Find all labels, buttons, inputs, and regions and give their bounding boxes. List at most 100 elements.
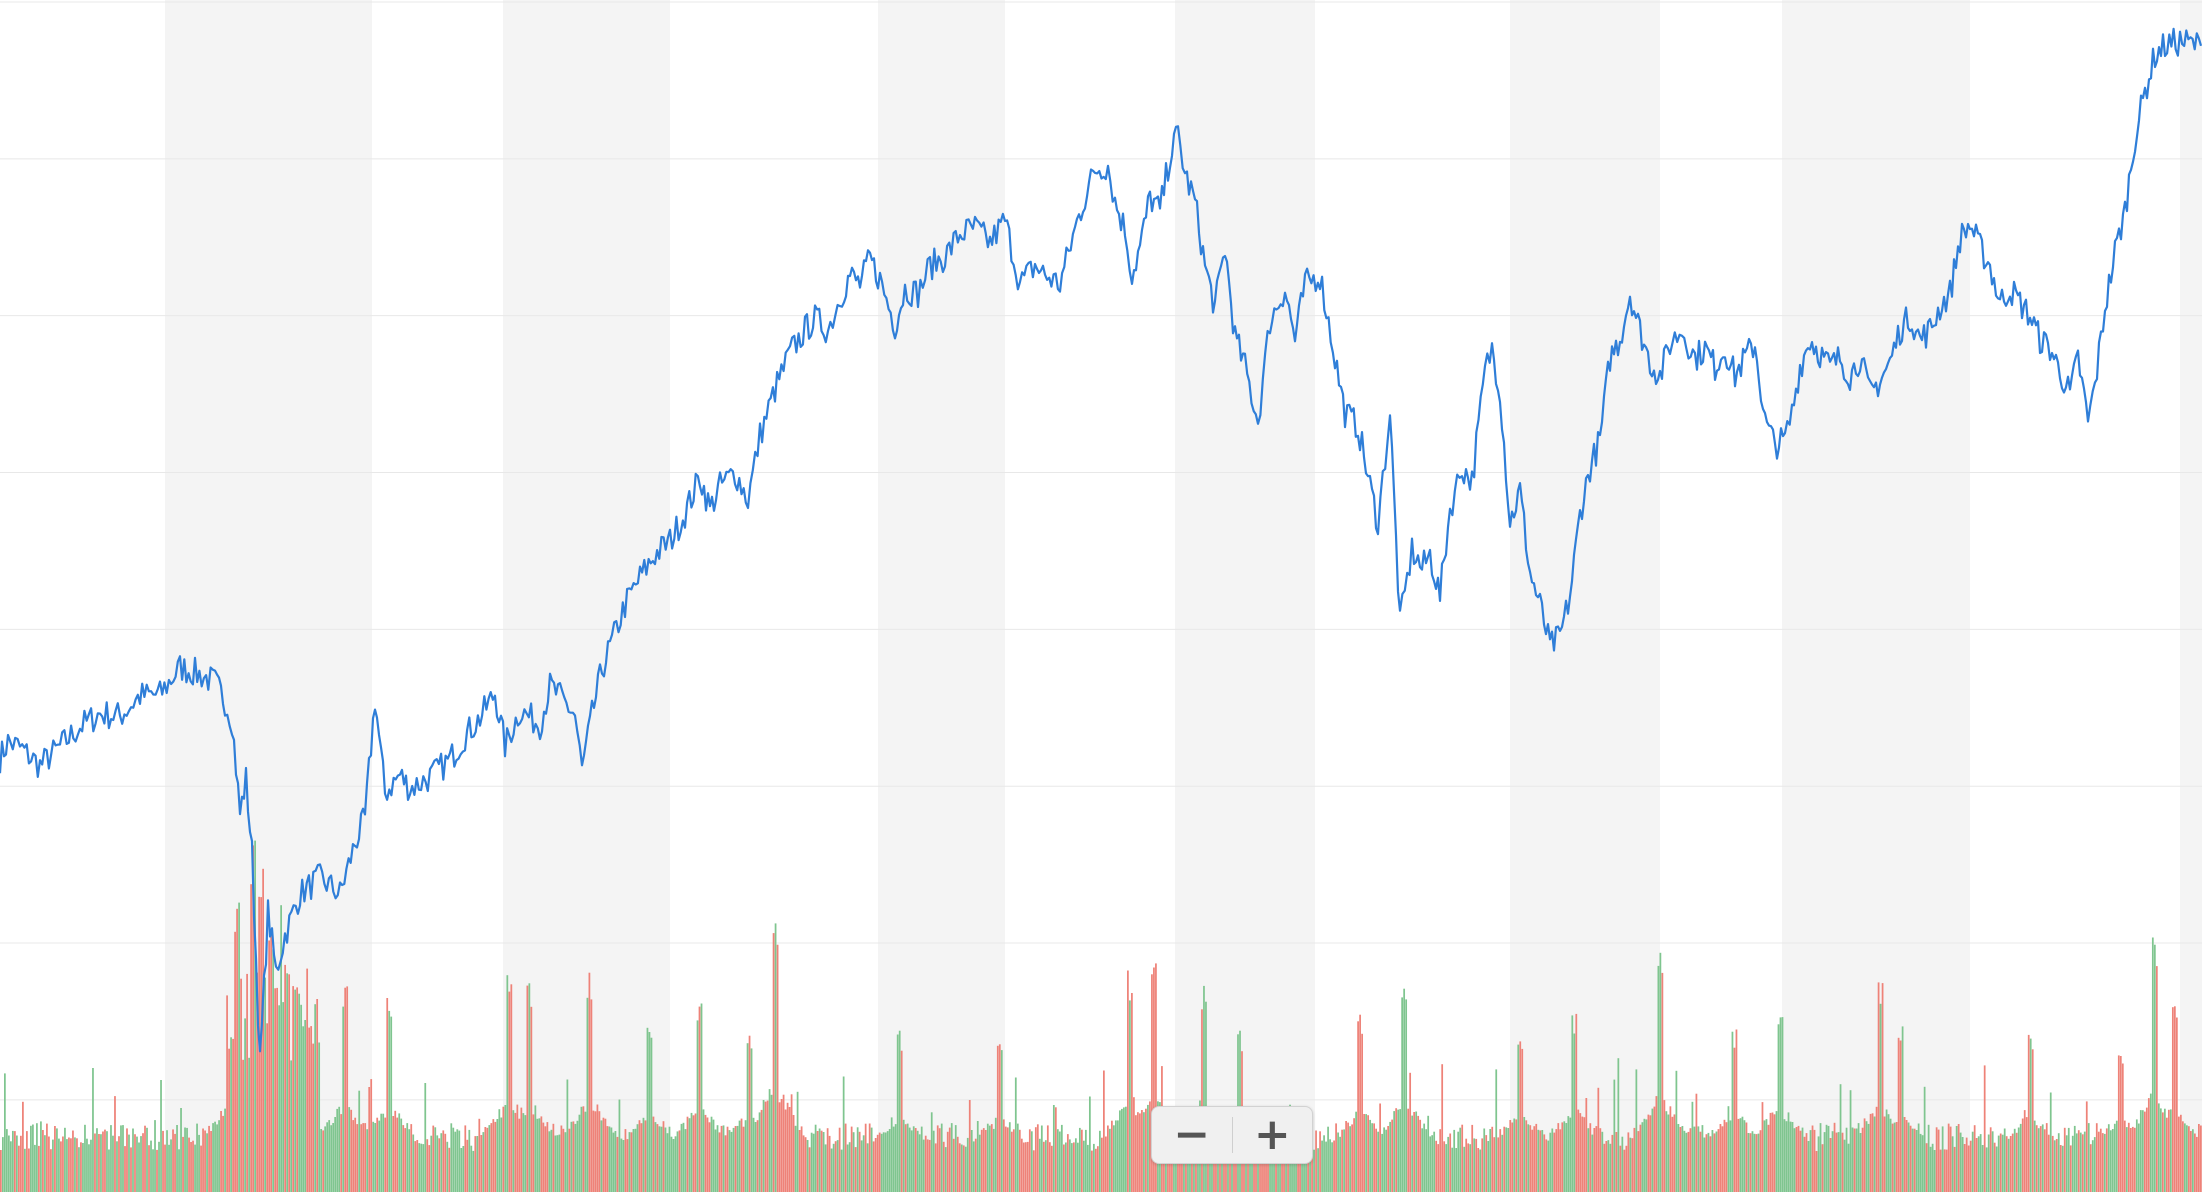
volume-bar <box>510 984 513 1192</box>
volume-bar <box>1967 1145 1970 1192</box>
zoom-in-button[interactable]: + <box>1233 1107 1313 1163</box>
volume-bar <box>1947 1123 1950 1192</box>
volume-bar <box>946 1131 949 1192</box>
volume-bar <box>2181 1121 2184 1192</box>
volume-bar <box>1731 1031 1734 1192</box>
volume-bar <box>1951 1136 1954 1192</box>
volume-bar <box>148 1145 150 1192</box>
volume-bar <box>818 1128 821 1192</box>
volume-bar <box>328 1120 331 1192</box>
volume-bar <box>1659 952 1662 1192</box>
volume-bar <box>892 1126 895 1192</box>
volume-bar <box>1663 1100 1666 1192</box>
volume-bar <box>1417 1115 1420 1192</box>
volume-bar <box>332 1123 335 1192</box>
volume-bar <box>1705 1134 1708 1192</box>
volume-bar <box>1034 1127 1037 1192</box>
volume-bar <box>1569 1117 1572 1192</box>
volume-bar <box>1373 1123 1375 1192</box>
volume-bar <box>1765 1119 1768 1192</box>
volume-bar <box>1721 1126 1724 1192</box>
volume-bar <box>990 1124 993 1192</box>
volume-bar <box>458 1130 461 1192</box>
price-line[interactable] <box>0 27 2202 1053</box>
volume-bar <box>532 1114 535 1192</box>
volume-bar <box>2067 1127 2070 1192</box>
volume-bar <box>288 974 291 1192</box>
volume-bar <box>1139 1113 1141 1192</box>
volume-bar <box>672 1139 675 1192</box>
zoom-out-button[interactable]: − <box>1152 1107 1232 1163</box>
volume-bar <box>76 1138 78 1192</box>
volume-bar <box>1959 1132 1962 1192</box>
volume-bar <box>726 1126 729 1192</box>
volume-bar <box>1963 1144 1966 1192</box>
volume-bar <box>72 1130 74 1192</box>
volume-bar <box>1101 1137 1103 1192</box>
volume-bar <box>1597 1087 1600 1192</box>
volume-bar <box>2153 944 2156 1192</box>
volume-bar <box>992 1128 995 1192</box>
volume-bar <box>1399 1109 1402 1192</box>
volume-bar <box>1527 1124 1530 1192</box>
volume-bar <box>970 1130 973 1192</box>
volume-bar <box>98 1134 100 1192</box>
volume-bar <box>180 1108 182 1192</box>
volume-bar <box>2039 1126 2042 1192</box>
volume-bar <box>626 1139 629 1192</box>
volume-bar <box>218 1120 220 1192</box>
volume-bar <box>442 1130 445 1192</box>
volume-bar <box>1026 1141 1029 1192</box>
volume-bar <box>0 1150 2 1192</box>
volume-bar <box>1090 1150 1093 1192</box>
volume-bar <box>316 999 319 1192</box>
volume-bar <box>1351 1124 1353 1192</box>
volume-bar <box>1131 993 1133 1192</box>
volume-bar <box>1121 1108 1123 1192</box>
volume-bar <box>1589 1123 1592 1192</box>
volume-bar <box>176 1125 178 1192</box>
volume-bar <box>1717 1129 1720 1192</box>
volume-bar <box>556 1135 559 1192</box>
volume-bar <box>1887 1114 1890 1192</box>
volume-bar <box>976 1121 979 1192</box>
volume-bar <box>592 1110 595 1192</box>
volume-bar <box>390 1016 393 1192</box>
volume-bar <box>652 1116 655 1192</box>
volume-bar <box>1745 1122 1748 1192</box>
volume-bar <box>2049 1092 2052 1192</box>
volume-bar <box>274 988 276 1192</box>
volume-bar <box>986 1123 989 1192</box>
volume-bar <box>214 1121 216 1192</box>
volume-bar <box>484 1127 487 1192</box>
volume-bar <box>1361 1033 1363 1192</box>
volume-bar <box>1040 1125 1043 1192</box>
volume-bar <box>1499 1129 1502 1192</box>
volume-bar <box>236 908 238 1192</box>
volume-bar <box>832 1143 835 1192</box>
volume-bar <box>2179 1114 2182 1192</box>
volume-bar <box>900 1050 903 1192</box>
volume-bar <box>1901 1026 1904 1192</box>
volume-bar <box>2019 1123 2022 1192</box>
volume-bar <box>2063 1127 2066 1192</box>
volume-bar <box>2151 937 2154 1192</box>
volume-bar <box>1509 1120 1512 1192</box>
volume-bar <box>150 1140 152 1192</box>
volume-bar <box>2083 1131 2086 1192</box>
volume-bar <box>1969 1140 1972 1192</box>
volume-bar <box>578 1114 581 1192</box>
volume-bar <box>242 1059 244 1192</box>
volume-bar <box>1427 1115 1430 1192</box>
volume-bar <box>770 1094 773 1192</box>
volume-bar <box>2013 1128 2016 1192</box>
volume-bar <box>196 1123 198 1192</box>
volume-bar <box>1677 1124 1680 1192</box>
volume-bar <box>2113 1123 2116 1192</box>
volume-bar <box>1088 1096 1091 1192</box>
volume-bar <box>170 1139 172 1192</box>
volume-bar <box>1607 1140 1610 1192</box>
volume-bar <box>118 1136 120 1192</box>
volume-bar <box>2073 1125 2076 1192</box>
